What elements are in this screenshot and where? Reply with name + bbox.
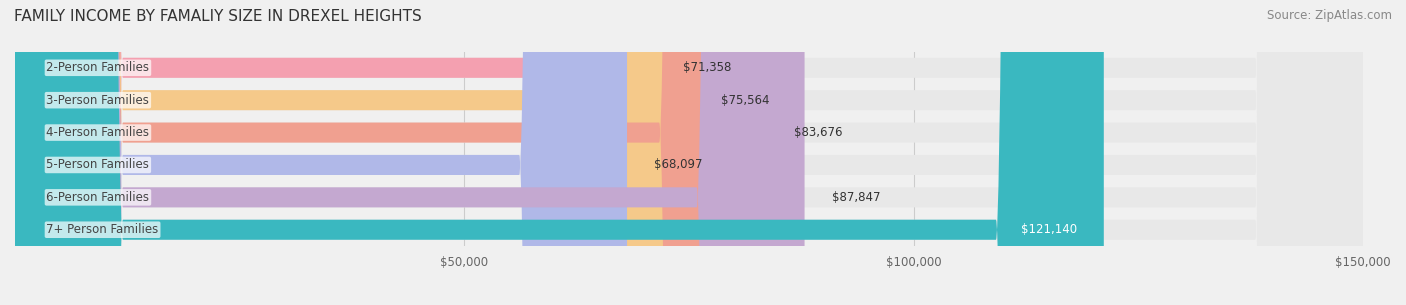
FancyBboxPatch shape <box>15 0 1104 305</box>
Text: FAMILY INCOME BY FAMALIY SIZE IN DREXEL HEIGHTS: FAMILY INCOME BY FAMALIY SIZE IN DREXEL … <box>14 9 422 24</box>
Text: 4-Person Families: 4-Person Families <box>46 126 149 139</box>
Text: 2-Person Families: 2-Person Families <box>46 61 149 74</box>
FancyBboxPatch shape <box>15 0 1364 305</box>
Text: $75,564: $75,564 <box>721 94 769 107</box>
FancyBboxPatch shape <box>15 0 657 305</box>
Text: 5-Person Families: 5-Person Families <box>46 159 149 171</box>
FancyBboxPatch shape <box>15 0 627 305</box>
Text: 7+ Person Families: 7+ Person Families <box>46 223 159 236</box>
FancyBboxPatch shape <box>15 0 1364 305</box>
FancyBboxPatch shape <box>15 0 1364 305</box>
Text: $83,676: $83,676 <box>794 126 842 139</box>
Text: $121,140: $121,140 <box>1021 223 1077 236</box>
Text: $71,358: $71,358 <box>683 61 731 74</box>
Text: 3-Person Families: 3-Person Families <box>46 94 149 107</box>
Text: $68,097: $68,097 <box>654 159 703 171</box>
Text: $87,847: $87,847 <box>831 191 880 204</box>
FancyBboxPatch shape <box>15 0 804 305</box>
Text: Source: ZipAtlas.com: Source: ZipAtlas.com <box>1267 9 1392 22</box>
Text: 6-Person Families: 6-Person Families <box>46 191 149 204</box>
FancyBboxPatch shape <box>15 0 695 305</box>
FancyBboxPatch shape <box>15 0 768 305</box>
FancyBboxPatch shape <box>15 0 1364 305</box>
FancyBboxPatch shape <box>15 0 1364 305</box>
FancyBboxPatch shape <box>15 0 1364 305</box>
